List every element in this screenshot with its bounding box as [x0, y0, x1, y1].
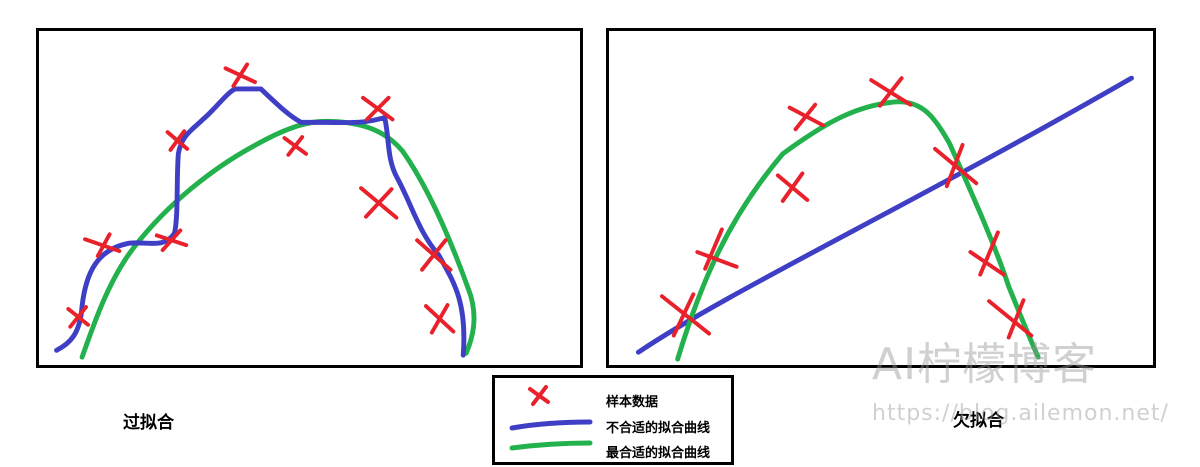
- underfitting-plot: [635, 75, 1134, 362]
- watermark-url: https://blog.ailemon.net/: [872, 401, 1169, 426]
- underfit-line: [635, 75, 1134, 355]
- sample-marker: [775, 171, 810, 203]
- sample-marker: [361, 95, 395, 122]
- sample-marker: [83, 232, 122, 258]
- sample-marker: [66, 305, 90, 329]
- sample-marker: [968, 230, 1006, 277]
- underfitting-caption: 欠拟合: [953, 411, 1004, 431]
- legend-swatches: [509, 385, 593, 451]
- sample-marker: [659, 292, 712, 338]
- legend-label-sample: 样本数据: [606, 395, 659, 410]
- sample-markers: [66, 62, 456, 335]
- best-fit-curve: [79, 118, 477, 360]
- sample-marker: [423, 303, 456, 335]
- sample-markers: [659, 76, 1034, 340]
- watermark: AI柠檬博客 https://blog.ailemon.net/: [872, 340, 1172, 428]
- underfitting-panel: [606, 28, 1156, 368]
- legend-label-best-fit: 最合适的拟合曲线: [606, 446, 711, 461]
- legend-bad-fit-swatch: [509, 419, 593, 431]
- sample-marker: [415, 238, 453, 272]
- sample-marker: [869, 76, 913, 108]
- legend-sample-marker: [528, 385, 550, 406]
- sample-marker: [154, 228, 189, 253]
- watermark-title: AI柠檬博客: [872, 339, 1098, 390]
- overfitting-plot: [54, 62, 477, 360]
- sample-marker: [165, 129, 190, 152]
- overfit-curve: [54, 86, 467, 358]
- legend-label-bad-fit: 不合适的拟合曲线: [606, 421, 711, 436]
- legend-best-fit-swatch: [509, 440, 593, 451]
- sample-marker: [987, 298, 1034, 340]
- overfitting-caption: 过拟合: [123, 413, 174, 433]
- legend: 样本数据 不合适的拟合曲线 最合适的拟合曲线: [492, 375, 734, 465]
- sample-marker: [695, 227, 739, 271]
- overfitting-panel: [36, 28, 583, 368]
- sample-marker: [933, 142, 979, 189]
- sample-marker: [787, 102, 826, 132]
- sample-marker: [223, 62, 257, 88]
- sample-marker: [282, 135, 309, 157]
- sample-marker: [359, 186, 399, 220]
